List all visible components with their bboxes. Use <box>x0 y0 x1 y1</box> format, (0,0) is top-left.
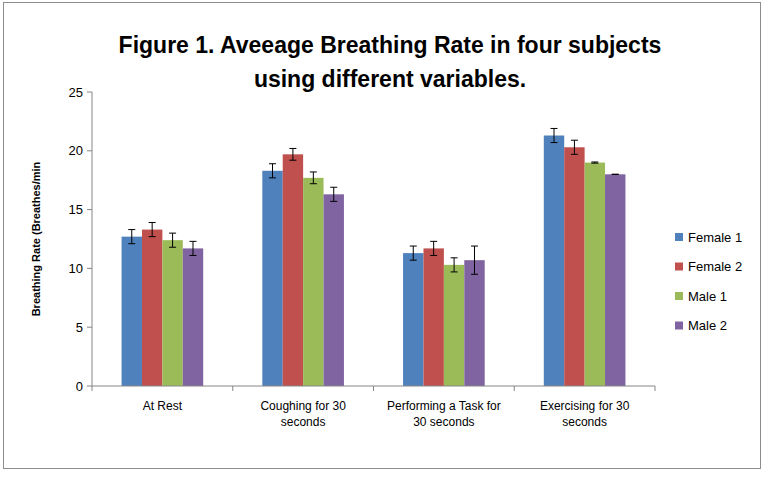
legend-label: Male 1 <box>688 289 727 304</box>
y-tick-label: 20 <box>69 143 83 158</box>
y-tick <box>87 268 92 269</box>
error-bar <box>310 172 317 184</box>
bar <box>122 237 142 386</box>
x-tick-label: Coughing for 30 seconds <box>243 398 363 430</box>
error-bar <box>169 233 176 247</box>
y-tick-label: 5 <box>76 320 83 335</box>
bar <box>423 248 443 386</box>
x-tick-label: Performing a Task for 30 seconds <box>384 398 504 430</box>
error-bar <box>128 230 135 244</box>
legend-label: Male 2 <box>688 318 727 333</box>
bar <box>403 253 423 386</box>
error-bar <box>551 128 558 142</box>
x-tick-label: Exercising for 30 seconds <box>525 398 645 430</box>
bar <box>283 154 303 386</box>
error-bar <box>269 164 276 178</box>
y-tick <box>87 92 92 93</box>
x-tick <box>373 386 374 391</box>
bar <box>183 248 203 386</box>
y-tick <box>87 386 92 387</box>
bar <box>564 147 584 386</box>
bar <box>585 163 605 386</box>
error-bar <box>189 241 196 255</box>
bar <box>142 230 162 386</box>
bar <box>444 265 464 386</box>
legend-swatch <box>675 263 683 271</box>
y-tick-label: 15 <box>69 202 83 217</box>
title: Figure 1. Aveeage Breathing Rate in four… <box>110 28 670 96</box>
error-bar <box>289 148 296 160</box>
legend: Female 1 Female 2 Male 1 Male 2 <box>675 230 742 334</box>
error-bar <box>471 246 478 274</box>
bar <box>262 171 282 386</box>
legend-swatch <box>675 233 683 241</box>
error-bar <box>571 140 578 154</box>
error-bar <box>591 162 598 163</box>
error-bar <box>410 246 417 260</box>
bar <box>303 178 323 386</box>
y-tick-label: 0 <box>76 379 83 394</box>
bar <box>605 174 625 386</box>
error-bar <box>330 187 337 201</box>
y-tick-label: 25 <box>69 85 83 100</box>
legend-label: Female 1 <box>688 230 742 245</box>
x-tick <box>232 386 233 391</box>
x-tick <box>655 386 656 391</box>
bars <box>122 128 626 386</box>
legend-swatch <box>675 322 683 330</box>
error-bar <box>149 223 156 237</box>
y-tick <box>87 327 92 328</box>
error-bar <box>451 258 458 272</box>
y-axis-label: Breathing Rate (Breathes/min <box>30 162 42 317</box>
bar <box>464 260 484 386</box>
error-bar <box>430 241 437 255</box>
y-tick <box>87 209 92 210</box>
y-tick <box>87 150 92 151</box>
y-tick-label: 10 <box>69 261 83 276</box>
chart-svg: 0 5 10 15 20 25 Female 1 Female 2 Male 1 Male 2 <box>0 0 768 477</box>
bar <box>162 240 182 386</box>
x-tick <box>514 386 515 391</box>
bar <box>324 194 344 386</box>
x-tick-label: At Rest <box>102 398 222 414</box>
y-axis <box>92 92 93 386</box>
legend-swatch <box>675 292 683 300</box>
error-bar <box>612 174 619 175</box>
legend-label: Female 2 <box>688 259 742 274</box>
bar <box>544 136 564 386</box>
x-tick <box>92 386 93 391</box>
